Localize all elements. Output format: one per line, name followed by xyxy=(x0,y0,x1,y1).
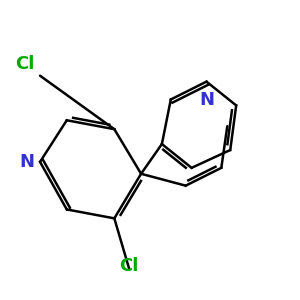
Text: Cl: Cl xyxy=(119,257,139,275)
Text: N: N xyxy=(199,91,214,109)
Text: Cl: Cl xyxy=(15,55,34,73)
Text: N: N xyxy=(19,153,34,171)
